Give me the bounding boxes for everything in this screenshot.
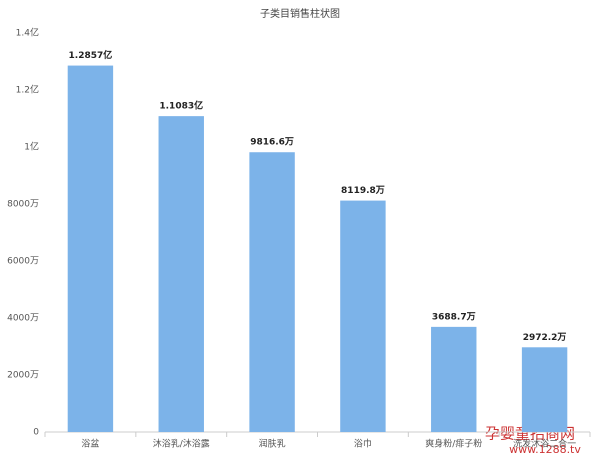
bar — [431, 326, 477, 432]
y-tick-label: 1亿 — [24, 141, 39, 153]
bar — [249, 152, 295, 432]
bar — [67, 65, 114, 432]
y-tick-label: 6000万 — [7, 257, 39, 267]
value-label: 1.1083亿 — [159, 100, 203, 112]
x-tick-label: 润肤乳 — [259, 438, 286, 450]
chart-title: 子类目销售柱状图 — [260, 7, 340, 20]
y-tick-label: 1.4亿 — [16, 27, 39, 39]
watermark-url: www.1288.tv — [509, 443, 581, 456]
value-label: 8119.8万 — [341, 185, 385, 196]
y-tick-label: 0 — [33, 428, 39, 438]
x-tick-label: 浴巾 — [354, 438, 372, 450]
y-tick-label: 1.2亿 — [16, 84, 39, 96]
bar — [521, 347, 568, 432]
x-tick-label: 洗发沐浴二合一 — [513, 438, 576, 450]
y-tick-label: 4000万 — [7, 314, 39, 324]
x-tick-label: 浴盆 — [81, 438, 99, 450]
y-tick-label: 2000万 — [7, 371, 39, 381]
value-label: 1.2857亿 — [69, 49, 113, 61]
x-tick-label: 沐浴乳/沐浴露 — [153, 438, 210, 450]
value-label: 9816.6万 — [250, 137, 294, 148]
y-tick-label: 8000万 — [7, 200, 39, 210]
bar — [340, 200, 386, 432]
value-label: 3688.7万 — [432, 311, 476, 322]
value-label: 2972.2万 — [523, 332, 567, 343]
bar — [158, 116, 204, 433]
x-tick-label: 爽身粉/痱子粉 — [425, 438, 482, 450]
